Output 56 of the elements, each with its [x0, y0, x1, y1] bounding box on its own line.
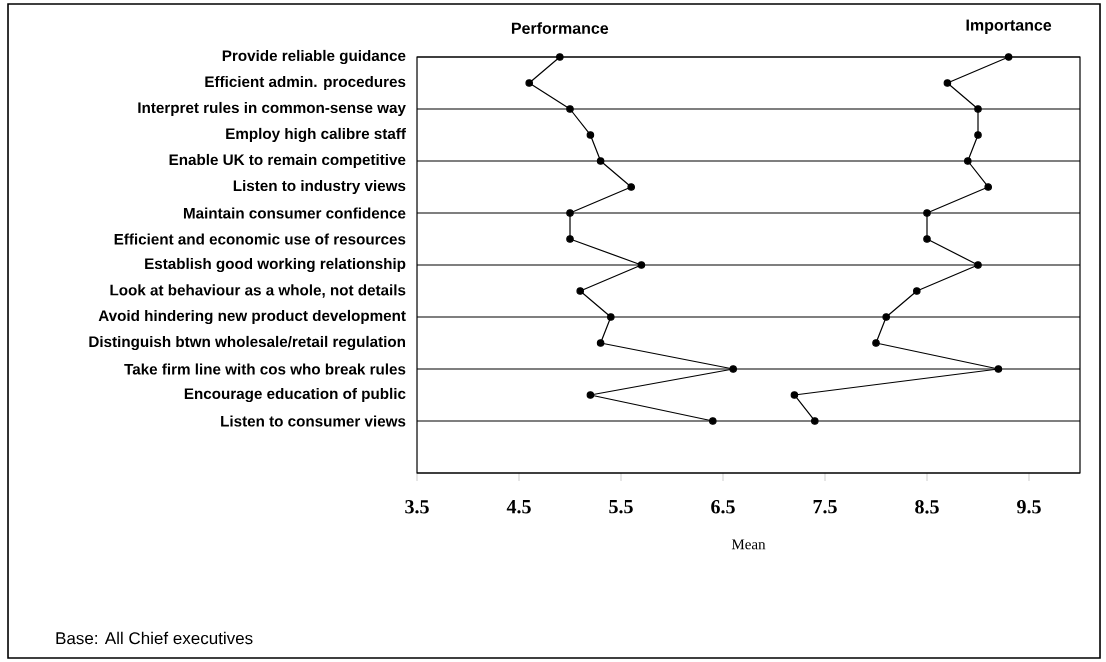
point [637, 261, 646, 269]
point [811, 417, 819, 425]
y-tick-label: Enable UK to remain competitive [169, 153, 406, 169]
point [596, 339, 605, 347]
point [627, 183, 635, 191]
x-tick-label: 9.5 [1017, 500, 1041, 514]
y-tick-label: Employ high calibre staff [226, 127, 406, 143]
x-tick-label: 5.5 [609, 500, 633, 514]
point [984, 183, 993, 191]
point [607, 313, 615, 321]
y-tick-label: Interpret rules in common-sense way [138, 101, 406, 117]
point [556, 53, 564, 61]
y-tick-label: Encourage education of public [184, 387, 406, 403]
y-tick-label: Distinguish btwn wholesale/retail regulation [89, 335, 406, 351]
point [525, 79, 534, 87]
y-tick-label: Provide reliable guidance [222, 49, 406, 65]
x-tick-label: 8.5 [915, 500, 939, 514]
point [1004, 53, 1013, 61]
point [709, 417, 717, 425]
y-tick-label: Listen to consumer views [221, 415, 406, 427]
y-tick-label: Listen to industry views [233, 179, 406, 195]
x-tick-label: 4.5 [506, 500, 531, 514]
point [596, 157, 605, 165]
text: Base: All Chief executives [56, 631, 253, 645]
point [566, 105, 574, 113]
point [923, 235, 931, 243]
point [872, 339, 880, 347]
point [974, 131, 982, 139]
y-tick-label: Look at behaviour as a whole, not details [110, 284, 406, 298]
point [790, 391, 799, 399]
x-axis-title: Mean [731, 539, 766, 550]
point [566, 209, 574, 217]
point [974, 105, 982, 113]
point [882, 313, 890, 321]
y-tick-label: Efficient admin. procedures [205, 75, 406, 91]
point [994, 365, 1003, 373]
point [943, 79, 952, 87]
y-tick-label: Take firm line with cos who break rules [124, 363, 406, 375]
series-label: Importance [966, 19, 1052, 34]
y-tick-label: Efficient and economic use of resources [114, 233, 406, 245]
point [576, 287, 585, 295]
point [586, 391, 595, 399]
point [586, 131, 595, 139]
x-tick-label: 7.5 [813, 500, 837, 514]
point [729, 365, 737, 373]
x-tick-label: 3.5 [405, 500, 429, 514]
point [923, 209, 931, 217]
x-tick-label: 6.5 [711, 500, 735, 514]
point [964, 157, 972, 165]
y-tick-label: Establish good working relationship [145, 257, 406, 273]
y-tick-label: Maintain consumer confidence [183, 207, 406, 219]
point [974, 261, 982, 269]
y-tick-label: Avoid hindering new product development [98, 309, 406, 325]
point [566, 235, 574, 243]
point [913, 287, 921, 295]
series-label: Performance [511, 22, 609, 34]
